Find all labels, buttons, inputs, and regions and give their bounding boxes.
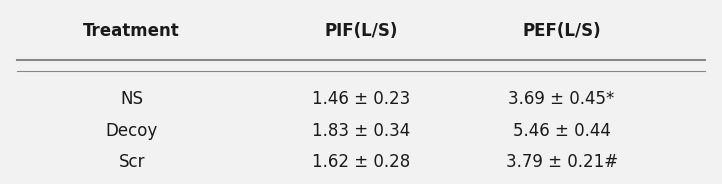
Text: Decoy: Decoy: [105, 122, 158, 140]
Text: NS: NS: [121, 90, 143, 108]
Text: 5.46 ± 0.44: 5.46 ± 0.44: [513, 122, 611, 140]
Text: 3.69 ± 0.45*: 3.69 ± 0.45*: [508, 90, 615, 108]
Text: 1.46 ± 0.23: 1.46 ± 0.23: [312, 90, 410, 108]
Text: PIF(L/S): PIF(L/S): [324, 22, 398, 40]
Text: Scr: Scr: [118, 153, 145, 171]
Text: 1.83 ± 0.34: 1.83 ± 0.34: [312, 122, 410, 140]
Text: 3.79 ± 0.21#: 3.79 ± 0.21#: [505, 153, 617, 171]
Text: Treatment: Treatment: [83, 22, 180, 40]
Text: PEF(L/S): PEF(L/S): [522, 22, 601, 40]
Text: 1.62 ± 0.28: 1.62 ± 0.28: [312, 153, 410, 171]
